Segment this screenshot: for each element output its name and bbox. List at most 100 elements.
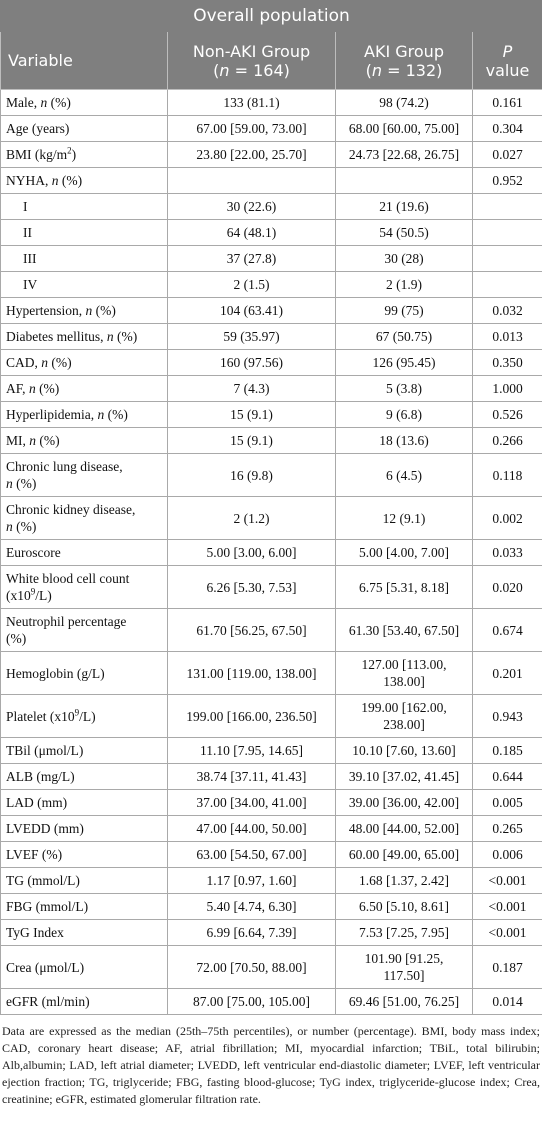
- non-aki-cell: 37.00 [34.00, 41.00]: [167, 789, 336, 816]
- table-row: LVEDD (mm) 47.00 [44.00, 50.00] 48.00 [44.…: [0, 815, 542, 842]
- table-row: Hyperlipidemia, n (%) 15 (9.1) 9 (6.8) 0.52…: [0, 401, 542, 428]
- non-aki-cell: 16 (9.8): [167, 453, 336, 497]
- p-value-cell: 0.005: [472, 789, 542, 816]
- p-value-cell: 0.526: [472, 401, 542, 428]
- table-row: LVEF (%) 63.00 [54.50, 67.00] 60.00 [49.00…: [0, 841, 542, 868]
- aki-cell: 6 (4.5): [335, 453, 473, 497]
- table-body: Male, n (%) 133 (81.1) 98 (74.2) 0.161 Age (…: [0, 89, 542, 1015]
- aki-cell: 127.00 [113.00, 138.00]: [335, 651, 473, 695]
- aki-cell: 6.50 [5.10, 8.61]: [335, 893, 473, 920]
- table-row: ALB (mg/L) 38.74 [37.11, 41.43] 39.10 [37.…: [0, 763, 542, 790]
- variable-cell: White blood cell count (x109/L): [0, 565, 168, 609]
- p-value-cell: 0.027: [472, 141, 542, 168]
- header-row: Variable Non-AKI Group (n = 164) AKI Gro…: [0, 31, 542, 90]
- data-table: Overall population Variable Non-AKI Grou…: [0, 0, 542, 1015]
- variable-cell: MI, n (%): [0, 427, 168, 454]
- table-row: Chronic kidney disease, n (%) 2 (1.2) 12 (9…: [0, 496, 542, 540]
- table-row: Neutrophil percentage (%) 61.70 [56.25, 67…: [0, 608, 542, 652]
- aki-cell: 99 (75): [335, 297, 473, 324]
- variable-cell: Euroscore: [0, 539, 168, 566]
- p-value-cell: 0.952: [472, 167, 542, 194]
- p-value-cell: [472, 219, 542, 246]
- p-value-cell: 0.185: [472, 737, 542, 764]
- table-row: Diabetes mellitus, n (%) 59 (35.97) 67 (50…: [0, 323, 542, 350]
- p-value-cell: 0.644: [472, 763, 542, 790]
- non-aki-cell: 11.10 [7.95, 14.65]: [167, 737, 336, 764]
- table-row: TyG Index 6.99 [6.64, 7.39] 7.53 [7.25, 7.…: [0, 919, 542, 946]
- variable-cell: TBil (μmol/L): [0, 737, 168, 764]
- aki-cell: 39.10 [37.02, 41.45]: [335, 763, 473, 790]
- aki-cell: 199.00 [162.00, 238.00]: [335, 694, 473, 738]
- table-row: IV 2 (1.5) 2 (1.9): [0, 271, 542, 298]
- aki-cell: 101.90 [91.25, 117.50]: [335, 945, 473, 989]
- table-footnote: Data are expressed as the median (25th–7…: [2, 1024, 540, 1106]
- table-row: White blood cell count (x109/L) 6.26 [5.30…: [0, 565, 542, 609]
- p-value-cell: [472, 271, 542, 298]
- p-value-cell: 0.014: [472, 988, 542, 1015]
- variable-cell: TyG Index: [0, 919, 168, 946]
- non-aki-cell: 64 (48.1): [167, 219, 336, 246]
- aki-cell: 54 (50.5): [335, 219, 473, 246]
- p-value-cell: <0.001: [472, 893, 542, 920]
- non-aki-cell: 6.99 [6.64, 7.39]: [167, 919, 336, 946]
- p-value-cell: 0.006: [472, 841, 542, 868]
- table-row: BMI (kg/m2) 23.80 [22.00, 25.70] 24.73 [22…: [0, 141, 542, 168]
- variable-cell: eGFR (ml/min): [0, 988, 168, 1015]
- non-aki-cell: 23.80 [22.00, 25.70]: [167, 141, 336, 168]
- p-value-cell: 0.943: [472, 694, 542, 738]
- variable-cell: Neutrophil percentage (%): [0, 608, 168, 652]
- p-value-cell: 0.265: [472, 815, 542, 842]
- variable-cell: I: [0, 193, 168, 220]
- variable-cell: BMI (kg/m2): [0, 141, 168, 168]
- p-value-cell: 0.161: [472, 89, 542, 116]
- non-aki-cell: 15 (9.1): [167, 401, 336, 428]
- table-caption: Overall population: [0, 0, 542, 32]
- variable-cell: Age (years): [0, 115, 168, 142]
- non-aki-cell: 30 (22.6): [167, 193, 336, 220]
- variable-cell: TG (mmol/L): [0, 867, 168, 894]
- non-aki-cell: 2 (1.2): [167, 496, 336, 540]
- table-row: AF, n (%) 7 (4.3) 5 (3.8) 1.000: [0, 375, 542, 402]
- non-aki-cell: 1.17 [0.97, 1.60]: [167, 867, 336, 894]
- aki-cell: 67 (50.75): [335, 323, 473, 350]
- aki-cell: 68.00 [60.00, 75.00]: [335, 115, 473, 142]
- table-row: Platelet (x109/L) 199.00 [166.00, 236.50]…: [0, 694, 542, 738]
- p-value-cell: [472, 245, 542, 272]
- aki-cell: 39.00 [36.00, 42.00]: [335, 789, 473, 816]
- variable-cell: IV: [0, 271, 168, 298]
- table-row: FBG (mmol/L) 5.40 [4.74, 6.30] 6.50 [5.10,…: [0, 893, 542, 920]
- p-value-cell: 0.013: [472, 323, 542, 350]
- non-aki-cell: 5.00 [3.00, 6.00]: [167, 539, 336, 566]
- non-aki-cell: 72.00 [70.50, 88.00]: [167, 945, 336, 989]
- header-non-aki: Non-AKI Group (n = 164): [167, 31, 336, 90]
- p-value-cell: 0.187: [472, 945, 542, 989]
- aki-cell: 1.68 [1.37, 2.42]: [335, 867, 473, 894]
- header-aki-title: AKI Group: [364, 41, 444, 61]
- aki-cell: 5 (3.8): [335, 375, 473, 402]
- aki-cell: 21 (19.6): [335, 193, 473, 220]
- variable-cell: III: [0, 245, 168, 272]
- aki-cell: 24.73 [22.68, 26.75]: [335, 141, 473, 168]
- variable-cell: NYHA, n (%): [0, 167, 168, 194]
- variable-cell: FBG (mmol/L): [0, 893, 168, 920]
- p-value-cell: 0.118: [472, 453, 542, 497]
- table-row: TG (mmol/L) 1.17 [0.97, 1.60] 1.68 [1.37, …: [0, 867, 542, 894]
- variable-cell: Diabetes mellitus, n (%): [0, 323, 168, 350]
- aki-cell: 61.30 [53.40, 67.50]: [335, 608, 473, 652]
- table-row: eGFR (ml/min) 87.00 [75.00, 105.00] 69.46 …: [0, 988, 542, 1015]
- aki-cell: 18 (13.6): [335, 427, 473, 454]
- p-value-cell: <0.001: [472, 919, 542, 946]
- table-row: III 37 (27.8) 30 (28): [0, 245, 542, 272]
- table-row: Hemoglobin (g/L) 131.00 [119.00, 138.00] 1…: [0, 651, 542, 695]
- table-row: Male, n (%) 133 (81.1) 98 (74.2) 0.161: [0, 89, 542, 116]
- header-variable: Variable: [0, 31, 168, 90]
- non-aki-cell: 67.00 [59.00, 73.00]: [167, 115, 336, 142]
- p-value-cell: 0.020: [472, 565, 542, 609]
- aki-cell: 48.00 [44.00, 52.00]: [335, 815, 473, 842]
- aki-cell: 98 (74.2): [335, 89, 473, 116]
- aki-cell: 2 (1.9): [335, 271, 473, 298]
- variable-cell: Male, n (%): [0, 89, 168, 116]
- p-value-cell: 0.201: [472, 651, 542, 695]
- variable-cell: ALB (mg/L): [0, 763, 168, 790]
- non-aki-cell: 2 (1.5): [167, 271, 336, 298]
